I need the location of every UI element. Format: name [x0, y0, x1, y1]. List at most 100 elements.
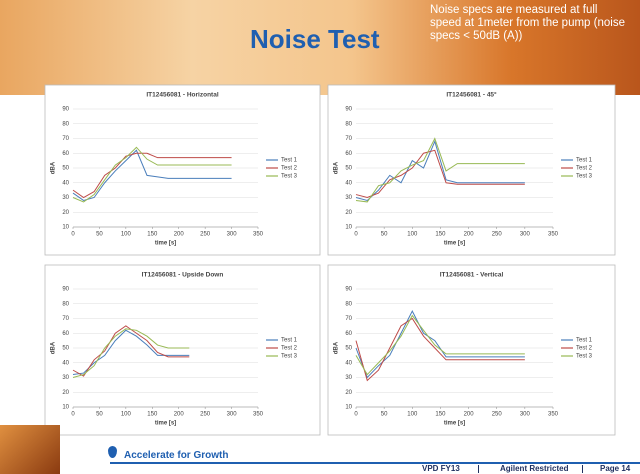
y-tick-label: 60 — [62, 151, 69, 157]
y-tick-label: 10 — [345, 225, 352, 231]
charts: IT12456081 - Horizontal10203040506070809… — [0, 0, 640, 474]
x-tick-label: 350 — [253, 232, 264, 238]
y-tick-label: 90 — [62, 107, 69, 113]
x-tick-label: 250 — [492, 232, 503, 238]
y-tick-label: 50 — [345, 166, 352, 172]
y-tick-label: 10 — [62, 225, 69, 231]
x-tick-label: 100 — [407, 412, 418, 418]
x-tick-label: 250 — [200, 412, 211, 418]
chart-frame — [328, 265, 615, 435]
x-tick-label: 150 — [147, 232, 158, 238]
x-tick-label: 300 — [520, 232, 531, 238]
y-tick-label: 70 — [62, 136, 69, 142]
legend-label: Test 3 — [281, 354, 298, 360]
y-tick-label: 60 — [345, 331, 352, 337]
x-tick-label: 50 — [96, 232, 103, 238]
x-tick-label: 200 — [174, 412, 185, 418]
x-tick-label: 350 — [253, 412, 264, 418]
y-tick-label: 60 — [345, 151, 352, 157]
legend-label: Test 3 — [281, 174, 298, 180]
y-tick-label: 80 — [345, 121, 352, 127]
chart: IT12456081 - Upside Down 10 20 30 40 50 60 70 80… — [45, 265, 320, 435]
x-tick-label: 200 — [464, 412, 475, 418]
legend-label: Test 1 — [281, 158, 298, 164]
motto: Accelerate for Growth — [124, 450, 228, 461]
x-axis-label: time [s] — [155, 241, 176, 247]
x-tick-label: 300 — [227, 232, 238, 238]
x-tick-label: 200 — [464, 232, 475, 238]
x-tick-label: 50 — [381, 232, 388, 238]
chart: IT12456081 - Horizontal10203040506070809… — [45, 85, 320, 255]
footer-text: Page 14 — [600, 464, 630, 473]
y-tick-label: 80 — [62, 301, 69, 307]
y-tick-label: 20 — [345, 390, 352, 396]
chart-frame — [45, 85, 320, 255]
y-tick-label: 20 — [345, 210, 352, 216]
chart-title: IT12456081 - 45° — [446, 91, 497, 99]
y-tick-label: 40 — [62, 360, 69, 366]
slide: Noise Test Noise specs are measured at f… — [0, 0, 640, 474]
y-tick-label: 20 — [62, 390, 69, 396]
y-tick-label: 70 — [345, 316, 352, 322]
legend-label: Test 1 — [281, 338, 298, 344]
chart-title: IT12456081 - Vertical — [440, 272, 504, 279]
y-tick-label: 50 — [62, 166, 69, 172]
legend-label: Test 2 — [576, 166, 593, 172]
x-tick-label: 350 — [548, 232, 559, 238]
y-axis-label: dBA — [51, 341, 57, 354]
footer-text: VPD FY13 — [422, 464, 460, 473]
x-tick-label: 50 — [381, 412, 388, 418]
chart-frame — [328, 85, 615, 255]
y-tick-label: 80 — [62, 121, 69, 127]
y-tick-label: 30 — [345, 195, 352, 201]
y-tick-label: 70 — [62, 316, 69, 322]
separator — [582, 465, 583, 473]
y-tick-label: 30 — [62, 195, 69, 201]
y-tick-label: 20 — [62, 210, 69, 216]
x-tick-label: 250 — [492, 412, 503, 418]
separator — [478, 465, 479, 473]
y-tick-label: 70 — [345, 136, 352, 142]
y-tick-label: 60 — [62, 331, 69, 337]
legend-label: Test 3 — [576, 174, 593, 180]
y-tick-label: 40 — [345, 360, 352, 366]
y-tick-label: 90 — [345, 287, 352, 293]
y-tick-label: 80 — [345, 301, 352, 307]
y-tick-label: 30 — [62, 375, 69, 381]
y-tick-label: 90 — [62, 287, 69, 293]
chart-frame — [45, 265, 320, 435]
x-axis-label: time [s] — [155, 421, 176, 427]
legend-label: Test 1 — [576, 158, 593, 164]
y-tick-label: 50 — [345, 346, 352, 352]
y-tick-label: 40 — [62, 180, 69, 186]
x-tick-label: 150 — [435, 412, 446, 418]
x-tick-label: 350 — [548, 412, 559, 418]
x-axis-label: time [s] — [444, 241, 465, 247]
legend-label: Test 2 — [281, 166, 298, 172]
y-tick-label: 50 — [62, 346, 69, 352]
y-axis-label: dBA — [334, 341, 340, 354]
x-tick-label: 150 — [147, 412, 158, 418]
x-axis-label: time [s] — [444, 421, 465, 427]
y-tick-label: 10 — [62, 405, 69, 411]
y-tick-label: 90 — [345, 107, 352, 113]
legend-label: Test 1 — [576, 338, 593, 344]
x-tick-label: 50 — [96, 412, 103, 418]
x-tick-label: 100 — [407, 232, 418, 238]
legend-label: Test 2 — [576, 346, 593, 352]
y-tick-label: 30 — [345, 375, 352, 381]
x-tick-label: 250 — [200, 232, 211, 238]
legend-label: Test 2 — [281, 346, 298, 352]
x-tick-label: 150 — [435, 232, 446, 238]
legend-label: Test 3 — [576, 354, 593, 360]
y-axis-label: dBA — [334, 161, 340, 174]
chart: IT12456081 - Vertical1020304050607080900… — [328, 265, 615, 435]
x-tick-label: 100 — [121, 232, 132, 238]
y-tick-label: 40 — [345, 180, 352, 186]
chart-title: IT12456081 - Upside Down — [142, 272, 224, 279]
x-tick-label: 200 — [174, 232, 185, 238]
x-tick-label: 300 — [227, 412, 238, 418]
y-axis-label: dBA — [51, 161, 57, 174]
logo-image — [0, 425, 60, 474]
